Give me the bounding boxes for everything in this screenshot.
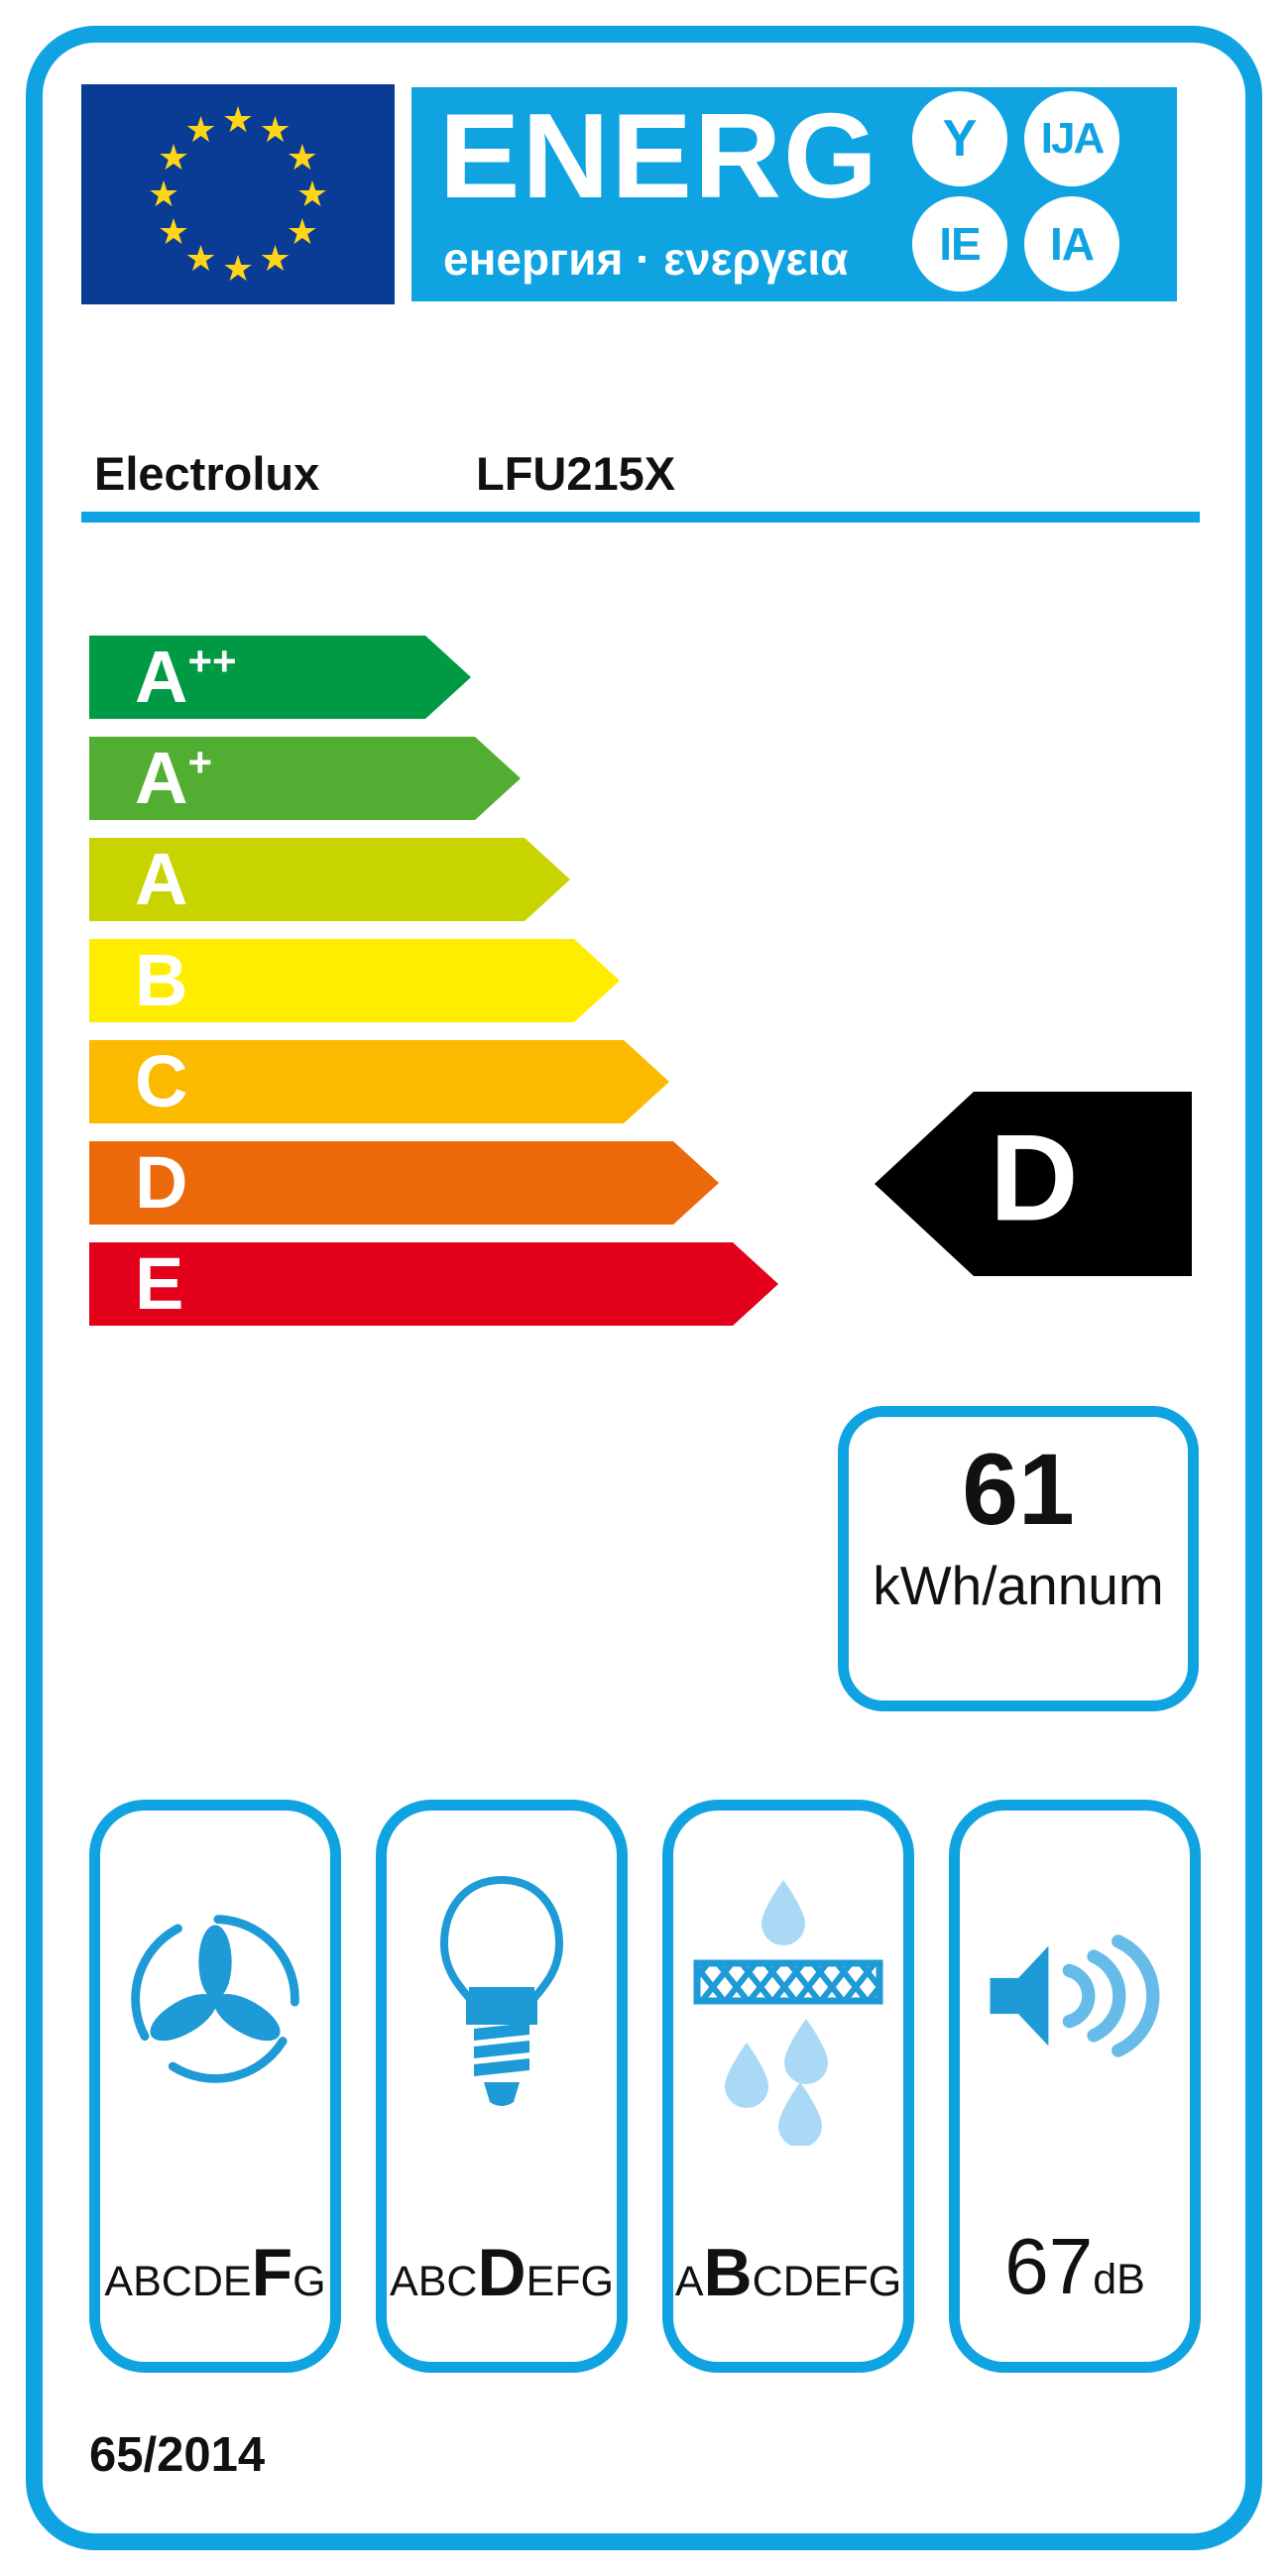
metric-box-noise: 67 dB <box>949 1800 1201 2373</box>
scale-arrow-d: D <box>89 1141 719 1225</box>
regulation-number: 65/2014 <box>89 2428 266 2482</box>
flag-star: ★ <box>286 136 319 177</box>
brand-name: Electrolux <box>94 447 320 500</box>
annual-energy-unit: kWh/annum <box>873 1555 1164 1616</box>
annual-energy-value: 61 <box>962 1433 1075 1546</box>
class-letter-e: E <box>813 2258 843 2305</box>
class-letter-a: A <box>390 2258 418 2305</box>
class-letter-g: G <box>580 2258 614 2305</box>
energ-circle-ija: IJA <box>1024 91 1119 186</box>
scale-letter: A <box>135 838 188 920</box>
divider-rule <box>81 512 1200 523</box>
scale-arrow-e: E <box>89 1242 778 1326</box>
flag-star: ★ <box>221 248 255 289</box>
scale-arrow-a-plus: A + <box>89 737 521 820</box>
scale-arrow-c: C <box>89 1040 669 1123</box>
scale-arrow-a: A <box>89 838 570 921</box>
class-letter-b: B <box>133 2258 162 2305</box>
class-letter-f: F <box>842 2258 869 2305</box>
noise-value-row: 67 dB <box>960 2227 1190 2306</box>
scale-arrow-a-plus-plus: A ++ <box>89 636 471 719</box>
scale-letter: C <box>135 1040 188 1122</box>
flag-star: ★ <box>259 109 292 151</box>
droplet <box>761 1880 805 1945</box>
scale-letter: A <box>135 636 188 718</box>
class-letter-g: G <box>293 2258 326 2305</box>
flag-star: ★ <box>157 136 190 177</box>
flag-star: ★ <box>259 237 292 279</box>
class-letter-e: E <box>526 2258 555 2305</box>
class-letter-d: D <box>191 2258 223 2305</box>
flag-star: ★ <box>184 237 217 279</box>
class-letter-d: D <box>477 2235 527 2310</box>
class-letter-a: A <box>674 2258 704 2305</box>
model-number: LFU215X <box>476 447 676 500</box>
droplet <box>778 2082 822 2146</box>
rating-letter: D <box>990 1110 1079 1247</box>
class-letter-c: C <box>446 2258 478 2305</box>
class-letter-b: B <box>417 2258 447 2305</box>
class-letter-b: B <box>703 2235 753 2310</box>
energ-word: ENERG <box>439 88 879 223</box>
annual-energy-box: 61 kWh/annum <box>838 1406 1199 1711</box>
label-border <box>26 26 1262 2550</box>
energ-circle-ie: IE <box>912 196 1007 292</box>
eu-flag: ★ ★ ★ ★ ★ ★ ★ ★ ★ ★ ★ ★ <box>81 84 395 304</box>
flag-star: ★ <box>295 174 329 214</box>
speaker-icon <box>990 1934 1160 2057</box>
class-letter-e: E <box>222 2258 252 2305</box>
scale-letter: A <box>135 737 188 819</box>
energ-subtitle: енергия · ενεργεια <box>443 233 849 285</box>
scale-arrow-b: B <box>89 939 620 1022</box>
class-letter-f: F <box>251 2235 293 2310</box>
flag-star: ★ <box>157 210 190 252</box>
droplet <box>784 2019 828 2084</box>
scale-letter: D <box>135 1141 188 1224</box>
grease-filter-icon <box>693 1880 883 2146</box>
droplet <box>725 2043 768 2108</box>
flag-star: ★ <box>286 210 319 252</box>
noise-value: 67 <box>1004 2222 1094 2310</box>
fan-icon <box>131 1915 299 2083</box>
flag-star: ★ <box>221 99 255 140</box>
flag-star: ★ <box>147 174 180 214</box>
energ-circle-ia: IA <box>1024 196 1119 292</box>
class-letter-f: F <box>554 2258 581 2305</box>
noise-unit: dB <box>1093 2256 1145 2303</box>
flag-star: ★ <box>184 109 217 151</box>
class-letter-g: G <box>868 2258 902 2305</box>
class-letter-a: A <box>104 2258 134 2305</box>
class-letter-c: C <box>161 2258 192 2305</box>
class-letter-c: C <box>752 2258 783 2305</box>
lamp-icon <box>439 1875 564 2106</box>
energ-circle-y: Y <box>912 91 1007 186</box>
scale-letter: E <box>135 1242 184 1325</box>
class-letter-d: D <box>782 2258 814 2305</box>
energ-logo: ENERG енергия · ενεργεια Y IJA IE IA <box>411 87 1177 301</box>
scale-letter: B <box>135 939 188 1021</box>
